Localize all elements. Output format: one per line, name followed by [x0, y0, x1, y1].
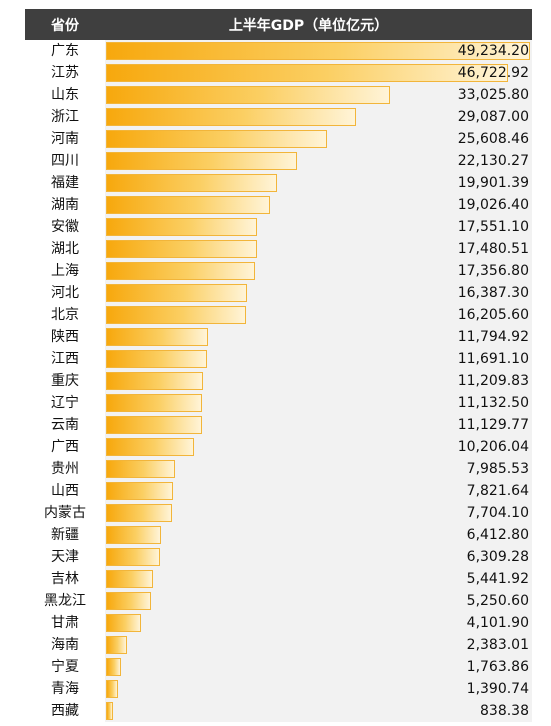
province-label: 贵州	[51, 461, 79, 477]
gdp-value-label: 16,387.30	[457, 285, 529, 301]
province-label: 四川	[51, 153, 79, 169]
province-label: 广西	[51, 439, 79, 455]
gdp-bar	[106, 702, 114, 720]
province-label: 重庆	[51, 373, 79, 389]
province-label: 河南	[51, 131, 79, 147]
province-label: 甘肃	[51, 615, 79, 631]
gdp-value-label: 1,763.86	[466, 659, 529, 675]
province-label: 山东	[51, 87, 79, 103]
gdp-value-label: 19,901.39	[457, 175, 529, 191]
gdp-bar	[106, 218, 258, 236]
province-label: 吉林	[51, 571, 79, 587]
gdp-value-label: 6,412.80	[466, 527, 529, 543]
gdp-bar	[106, 174, 278, 192]
province-label: 河北	[51, 285, 79, 301]
gdp-value-label: 22,130.27	[457, 153, 529, 169]
gdp-value-label: 17,480.51	[457, 241, 529, 257]
province-label: 江西	[51, 351, 79, 367]
province-label: 黑龙江	[44, 593, 86, 609]
province-label: 海南	[51, 637, 79, 653]
gdp-bar	[106, 350, 207, 368]
province-label: 西藏	[51, 703, 79, 719]
header-gdp: 上半年GDP（单位亿元）	[228, 17, 389, 34]
gdp-value-label: 11,209.83	[457, 373, 529, 389]
gdp-value-label: 25,608.46	[457, 131, 529, 147]
province-label: 辽宁	[51, 395, 79, 411]
gdp-bar	[106, 284, 248, 302]
header-province: 省份	[51, 17, 79, 34]
province-label: 云南	[51, 417, 79, 433]
province-column	[25, 40, 105, 722]
province-label: 湖南	[51, 197, 79, 213]
gdp-value-label: 49,234.20	[457, 43, 529, 59]
gdp-bar	[106, 86, 391, 104]
gdp-value-label: 16,205.60	[457, 307, 529, 323]
gdp-value-label: 7,985.53	[466, 461, 529, 477]
province-label: 安徽	[51, 219, 79, 235]
gdp-value-label: 10,206.04	[457, 439, 529, 455]
gdp-bar	[106, 108, 357, 126]
gdp-value-label: 5,441.92	[466, 571, 529, 587]
gdp-value-label: 29,087.00	[457, 109, 529, 125]
province-label: 天津	[51, 549, 79, 565]
province-label: 青海	[51, 681, 79, 697]
gdp-bar	[106, 328, 208, 346]
gdp-bar	[106, 592, 152, 610]
gdp-bar	[106, 240, 257, 258]
gdp-bar	[106, 42, 530, 60]
province-label: 北京	[51, 307, 79, 323]
gdp-bar	[106, 152, 297, 170]
gdp-value-label: 11,794.92	[457, 329, 529, 345]
gdp-bar	[106, 438, 194, 456]
province-label: 陕西	[51, 329, 79, 345]
gdp-bar	[106, 482, 174, 500]
gdp-value-label: 46,722.92	[457, 65, 529, 81]
gdp-bar	[106, 306, 246, 324]
gdp-value-label: 7,704.10	[466, 505, 529, 521]
gdp-bar	[106, 548, 161, 566]
gdp-bar	[106, 394, 202, 412]
province-label: 宁夏	[51, 659, 79, 675]
province-label: 福建	[51, 175, 79, 191]
province-label: 湖北	[51, 241, 79, 257]
gdp-bar	[106, 658, 122, 676]
gdp-value-label: 5,250.60	[466, 593, 529, 609]
gdp-bar	[106, 570, 153, 588]
province-label: 上海	[51, 263, 79, 279]
gdp-bar	[106, 504, 173, 522]
gdp-value-label: 17,551.10	[457, 219, 529, 235]
gdp-value-label: 33,025.80	[457, 87, 529, 103]
gdp-bar	[106, 636, 127, 654]
gdp-bar	[106, 130, 327, 148]
table-header: 省份 上半年GDP（单位亿元）	[25, 9, 532, 40]
gdp-bar	[106, 262, 256, 280]
gdp-value-label: 7,821.64	[466, 483, 529, 499]
gdp-value-label: 838.38	[480, 703, 529, 719]
gdp-value-label: 11,132.50	[457, 395, 529, 411]
gdp-value-label: 17,356.80	[457, 263, 529, 279]
gdp-bar	[106, 526, 162, 544]
gdp-bar	[106, 460, 175, 478]
gdp-value-label: 19,026.40	[457, 197, 529, 213]
gdp-value-label: 11,691.10	[457, 351, 529, 367]
province-label: 内蒙古	[44, 505, 86, 521]
province-label: 山西	[51, 483, 79, 499]
province-label: 浙江	[51, 109, 79, 125]
gdp-bar	[106, 680, 118, 698]
gdp-bar	[106, 614, 142, 632]
gdp-bar	[106, 196, 270, 214]
province-label: 新疆	[51, 527, 79, 543]
gdp-value-label: 4,101.90	[466, 615, 529, 631]
gdp-value-label: 2,383.01	[466, 637, 529, 653]
gdp-value-label: 6,309.28	[466, 549, 529, 565]
gdp-value-label: 1,390.74	[466, 681, 529, 697]
province-label: 广东	[51, 43, 79, 59]
gdp-bar	[106, 64, 509, 82]
gdp-bar	[106, 372, 203, 390]
gdp-bar	[106, 416, 202, 434]
gdp-value-label: 11,129.77	[457, 417, 529, 433]
province-label: 江苏	[51, 65, 79, 81]
